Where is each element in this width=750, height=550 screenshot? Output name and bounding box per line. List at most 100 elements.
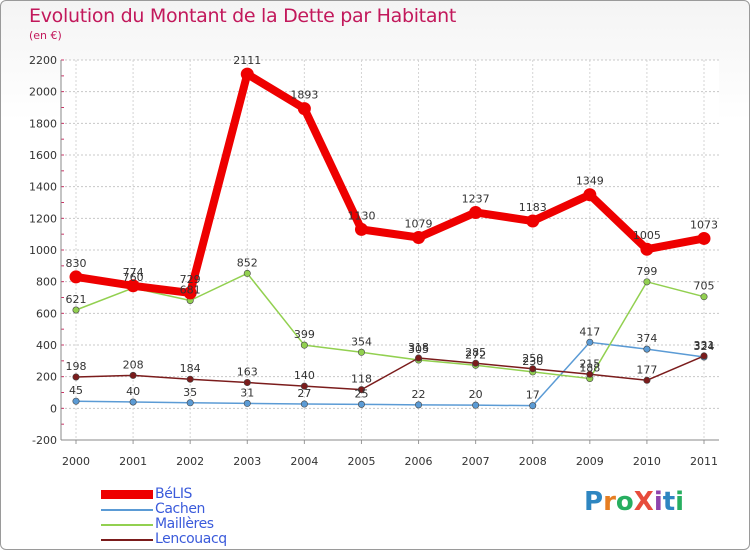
x-tick-label: 2008	[519, 455, 547, 468]
data-point	[472, 401, 480, 409]
logo-letter: t	[662, 487, 676, 517]
data-point	[354, 222, 368, 236]
data-label: 331	[694, 339, 715, 352]
data-point	[240, 67, 254, 81]
data-point	[297, 102, 311, 116]
logo-letter: i	[653, 487, 663, 517]
data-label: 45	[69, 384, 83, 397]
legend-swatch-lencouacq	[101, 539, 153, 541]
data-label: 163	[237, 366, 258, 379]
data-label: 705	[694, 280, 715, 293]
data-point	[586, 370, 594, 378]
y-tick-label: 1400	[29, 181, 57, 194]
data-point	[643, 278, 651, 286]
data-point	[69, 270, 83, 284]
data-point	[700, 352, 708, 360]
x-tick-label: 2002	[176, 455, 204, 468]
data-point	[126, 279, 140, 293]
series-line-3	[75, 355, 705, 391]
x-tick-label: 2005	[347, 455, 375, 468]
y-tick-label: 1000	[29, 244, 57, 257]
data-label: 1237	[462, 192, 490, 205]
data-point	[640, 242, 654, 256]
x-tick-label: 2010	[633, 455, 661, 468]
data-label: 31	[240, 386, 254, 399]
data-label: 272	[465, 348, 486, 361]
data-point	[129, 371, 137, 379]
y-tick-label: 600	[36, 307, 57, 320]
data-point	[526, 214, 540, 228]
data-point	[469, 205, 483, 219]
data-label: 621	[66, 293, 87, 306]
data-point	[183, 286, 197, 300]
data-point	[357, 386, 365, 394]
y-tick-label: 1600	[29, 149, 57, 162]
x-tick-label: 2006	[405, 455, 433, 468]
data-point	[586, 338, 594, 346]
data-point	[243, 399, 251, 407]
data-label: 681	[180, 284, 201, 297]
x-tick-label: 2009	[576, 455, 604, 468]
data-label: 208	[123, 358, 144, 371]
data-point	[643, 345, 651, 353]
y-tick-label: 1800	[29, 117, 57, 130]
data-label: 417	[579, 325, 600, 338]
y-tick-label: 400	[36, 339, 57, 352]
data-point	[472, 359, 480, 367]
data-label: 184	[180, 362, 201, 375]
data-label: 1349	[576, 175, 604, 188]
data-label: 40	[126, 385, 140, 398]
data-point	[300, 400, 308, 408]
y-tick-label: 2000	[29, 86, 57, 99]
data-point	[529, 365, 537, 373]
data-label: 17	[526, 389, 540, 402]
legend-label-lencouacq: Lencouacq	[155, 531, 227, 547]
data-point	[357, 400, 365, 408]
data-label: 140	[294, 369, 315, 382]
data-label: 774	[123, 266, 144, 279]
data-label: 22	[412, 388, 426, 401]
data-point	[72, 306, 80, 314]
series-line-1	[75, 341, 705, 407]
data-point	[186, 399, 194, 407]
data-point	[415, 354, 423, 362]
data-label: 2111	[233, 54, 261, 67]
data-label: 1130	[347, 209, 375, 222]
data-point	[300, 341, 308, 349]
data-point	[129, 398, 137, 406]
data-label: 27	[297, 387, 311, 400]
data-label: 374	[636, 332, 657, 345]
legend-label-belis: BéLIS	[155, 486, 193, 502]
data-label: 830	[66, 257, 87, 270]
data-label: 852	[237, 256, 258, 269]
data-label: 305	[408, 343, 429, 356]
data-point	[243, 379, 251, 387]
data-point	[72, 373, 80, 381]
legend-swatch-mailleres	[101, 524, 153, 526]
y-tick-label: 0	[50, 402, 57, 415]
data-label: 25	[354, 387, 368, 400]
data-point	[697, 231, 711, 245]
data-label: 285	[465, 346, 486, 359]
data-label: 1073	[690, 218, 718, 231]
legend-label-cachen: Cachen	[155, 501, 206, 517]
y-tick-label: 200	[36, 371, 57, 384]
data-point	[643, 376, 651, 384]
data-label: 324	[694, 340, 715, 353]
x-tick-label: 2001	[119, 455, 147, 468]
data-point	[357, 348, 365, 356]
data-label: 230	[522, 355, 543, 368]
legend-swatch-cachen	[101, 509, 153, 511]
data-label: 1079	[405, 217, 433, 230]
chart-unit: (en €)	[29, 29, 62, 42]
proxiti-logo: ProXiti	[584, 487, 684, 517]
data-label: 215	[579, 357, 600, 370]
series-line-0	[72, 70, 708, 297]
data-point	[300, 382, 308, 390]
data-point	[243, 269, 251, 277]
y-tick-label: -200	[32, 434, 57, 447]
data-point	[186, 375, 194, 383]
data-label: 760	[123, 271, 144, 284]
